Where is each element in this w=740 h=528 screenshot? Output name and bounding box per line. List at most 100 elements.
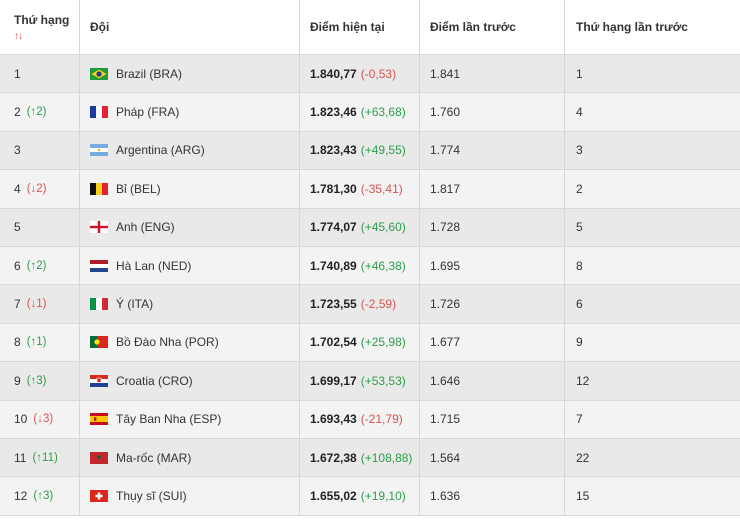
team-cell: Anh (ENG) [80, 208, 300, 246]
table-row: 8 (↑1) Bồ Đào Nha (POR) 1.702,54 (+25,98) 1.6… [0, 323, 740, 363]
points-delta: (+46,38) [360, 258, 406, 273]
table-row: 9 (↑3) Croatia (CRO) 1.699,17 (+53,53) 1.646 1… [0, 362, 740, 401]
header-previous-rank-label: Thứ hạng lần trước [576, 20, 688, 34]
team-cell: Thụy sĩ (SUI) [80, 477, 300, 515]
points-delta: (+49,55) [360, 143, 406, 158]
team-name: Brazil (BRA) [116, 66, 183, 81]
rank-cell: 9 (↑3) [0, 362, 80, 400]
header-current-points-label: Điểm hiện tại [310, 20, 385, 34]
rank-value: 7 [14, 297, 21, 312]
previous-points-cell: 1.817 [420, 170, 565, 208]
previous-rank: 8 [576, 258, 583, 273]
rank-value: 2 [14, 105, 21, 120]
current-points-cell: 1.702,54 (+25,98) [300, 323, 420, 362]
previous-rank: 5 [576, 220, 583, 235]
team-cell: Tây Ban Nha (ESP) [80, 400, 300, 438]
points-delta: (+108,88) [360, 450, 413, 465]
previous-points-cell: 1.726 [420, 285, 565, 323]
points-delta: (-35,41) [360, 181, 403, 196]
previous-rank-cell: 15 [565, 477, 740, 514]
previous-rank-cell: 8 [565, 247, 740, 284]
previous-points-cell: 1.774 [420, 131, 565, 170]
current-points: 1.723,55 [310, 297, 357, 312]
rank-cell: 11 (↑11) [0, 438, 80, 477]
current-points-cell: 1.672,38 (+108,88) [300, 438, 420, 477]
rank-change: (↑2) [26, 259, 47, 272]
current-points: 1.840,77 [310, 66, 357, 81]
table-row: 2 (↑2) Pháp (FRA) 1.823,46 (+63,68) 1.760 4 [0, 93, 740, 132]
team-name: Argentina (ARG) [116, 143, 205, 158]
table-row: 1 Brazil (BRA) 1.840,77 (-0,53) 1.841 1 [0, 55, 740, 94]
previous-points: 1.715 [430, 412, 461, 427]
current-points-cell: 1.823,43 (+49,55) [300, 131, 420, 170]
table-row: 4 (↓2) Bỉ (BEL) 1.781,30 (-35,41) 1.817 2 [0, 170, 740, 209]
rank-cell: 8 (↑1) [0, 323, 80, 362]
rank-change: (↑3) [26, 374, 47, 387]
rank-value: 6 [14, 258, 21, 273]
rank-cell: 4 (↓2) [0, 170, 80, 208]
rank-value: 1 [14, 66, 21, 81]
team-cell: Hà Lan (NED) [80, 246, 300, 285]
current-points-cell: 1.655,02 (+19,10) [300, 477, 420, 515]
team-name: Croatia (CRO) [116, 373, 193, 388]
points-delta: (+45,60) [360, 220, 406, 235]
previous-points-cell: 1.636 [420, 477, 565, 515]
previous-rank: 1 [576, 66, 583, 81]
previous-points: 1.695 [430, 258, 461, 273]
team-name: Pháp (FRA) [116, 105, 180, 120]
previous-rank-cell: 5 [565, 209, 740, 246]
rank-change: (↓3) [33, 413, 54, 426]
previous-rank: 4 [576, 105, 583, 120]
previous-points-cell: 1.564 [420, 438, 565, 477]
previous-points: 1.726 [430, 297, 461, 312]
header-previous-rank: Thứ hạng lần trước [565, 0, 740, 54]
previous-rank-cell: 12 [565, 362, 740, 399]
belgium-flag-icon [90, 182, 108, 195]
points-delta: (-21,79) [360, 412, 403, 427]
team-cell: Ma-rốc (MAR) [80, 438, 300, 477]
rank-value: 12 [14, 488, 28, 503]
morocco-flag-icon [90, 451, 108, 464]
current-points-cell: 1.823,46 (+63,68) [300, 93, 420, 131]
table-row: 3 Argentina (ARG) 1.823,43 (+49,55) 1.774 3 [0, 131, 740, 171]
team-cell: Bồ Đào Nha (POR) [80, 323, 300, 362]
points-delta: (-0,53) [360, 66, 397, 81]
header-team-label: Đội [90, 20, 110, 34]
header-current-points: Điểm hiện tại [300, 0, 420, 54]
previous-points: 1.774 [430, 143, 461, 158]
portugal-flag-icon [90, 336, 108, 349]
sort-icon[interactable]: ↑↓ [14, 30, 23, 42]
points-delta: (+53,53) [360, 373, 406, 388]
current-points: 1.823,43 [310, 143, 357, 158]
team-name: Hà Lan (NED) [116, 258, 192, 273]
team-cell: Bỉ (BEL) [80, 170, 300, 208]
spain-flag-icon [90, 413, 108, 426]
fifa-ranking-table: Thứ hạng ↑↓ Đội Điểm hiện tại Điểm lần t… [0, 0, 740, 516]
current-points-cell: 1.693,43 (-21,79) [300, 400, 420, 438]
current-points: 1.702,54 [310, 335, 357, 350]
previous-rank-cell: 9 [565, 324, 740, 361]
rank-cell: 3 [0, 131, 80, 170]
rank-value: 11 [14, 450, 27, 465]
header-rank[interactable]: Thứ hạng ↑↓ [0, 0, 80, 54]
rank-value: 8 [14, 335, 21, 350]
brazil-flag-icon [90, 67, 108, 80]
previous-rank-cell: 6 [565, 285, 740, 322]
team-name: Tây Ban Nha (ESP) [116, 412, 222, 427]
previous-rank: 15 [576, 488, 590, 503]
team-cell: Brazil (BRA) [80, 55, 300, 93]
table-row: 7 (↓1) Ý (ITA) 1.723,55 (-2,59) 1.726 6 [0, 285, 740, 324]
rank-cell: 5 [0, 208, 80, 246]
header-team: Đội [80, 0, 300, 54]
rank-change: (↑1) [26, 336, 47, 349]
previous-rank-cell: 22 [565, 439, 740, 476]
points-delta: (+19,10) [360, 488, 406, 503]
rank-cell: 7 (↓1) [0, 285, 80, 323]
rank-value: 4 [14, 181, 21, 196]
table-row: 10 (↓3) Tây Ban Nha (ESP) 1.693,43 (-21,79) 1… [0, 400, 740, 439]
header-previous-points: Điểm lần trước [420, 0, 565, 54]
team-cell: Ý (ITA) [80, 285, 300, 323]
rank-cell: 2 (↑2) [0, 93, 80, 131]
points-delta: (+63,68) [360, 105, 406, 120]
france-flag-icon [90, 106, 108, 119]
